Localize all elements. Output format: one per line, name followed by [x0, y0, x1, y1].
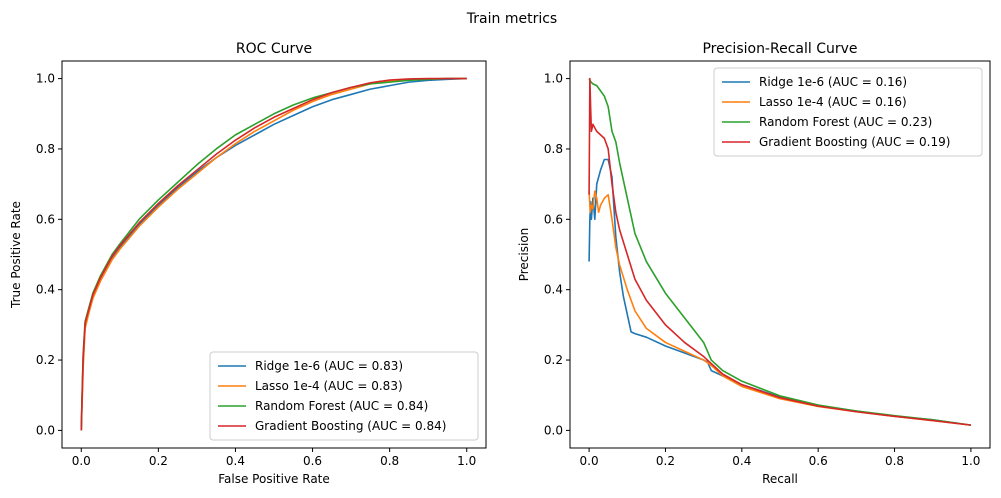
roc-series-line-3	[80, 77, 467, 431]
pr-xtick-label-2: 0.4	[732, 454, 751, 468]
roc-ylabel: True Positive Rate	[9, 201, 23, 309]
pr-xtick-label-4: 0.8	[885, 454, 904, 468]
roc-ytick-label-1: 0.2	[36, 353, 55, 367]
pr-legend-label-3: Gradient Boosting (AUC = 0.19)	[759, 135, 950, 149]
precision-recall-curve-panel: 0.0 0.2 0.4 0.6 0.8 1.0 0.0 0.2 0.4 0.6 0.8 1.0 Prec…	[517, 41, 991, 486]
pr-xtick-label-3: 0.6	[809, 454, 828, 468]
pr-ytick-label-2: 0.4	[544, 283, 563, 297]
roc-legend-label-0: Ridge 1e-6 (AUC = 0.83)	[255, 359, 403, 373]
pr-ytick-label-0: 0.0	[544, 423, 563, 437]
pr-xtick-label-5: 1.0	[961, 454, 980, 468]
roc-curve-panel: 0.0 0.2 0.4 0.6 0.8 1.0 0.0 0.2 0.4 0.6 0.8 1.0 ROC …	[9, 41, 487, 486]
pr-xlabel: Recall	[762, 472, 798, 486]
pr-ytick-label-5: 1.0	[544, 72, 563, 86]
roc-ytick-label-4: 0.8	[36, 142, 55, 156]
roc-xtick-label-4: 0.8	[380, 454, 399, 468]
roc-ytick-label-0: 0.0	[36, 423, 55, 437]
roc-ytick-label-2: 0.4	[36, 283, 55, 297]
roc-xtick-label-5: 1.0	[457, 454, 476, 468]
roc-ytick-label-5: 1.0	[36, 72, 55, 86]
roc-xtick-label-0: 0.0	[72, 454, 91, 468]
pr-ytick-label-4: 0.8	[544, 142, 563, 156]
pr-legend-label-2: Random Forest (AUC = 0.23)	[759, 115, 932, 129]
pr-title: Precision-Recall Curve	[702, 41, 857, 57]
roc-series-group	[80, 77, 467, 431]
pr-legend-box	[713, 67, 983, 157]
roc-xtick-label-2: 0.4	[226, 454, 245, 468]
pr-series-group	[588, 77, 972, 426]
pr-xtick-label-1: 0.2	[656, 454, 675, 468]
pr-series-line-2	[588, 78, 972, 426]
roc-title: ROC Curve	[236, 41, 312, 57]
roc-xtick-label-3: 0.6	[303, 454, 322, 468]
roc-ytick-label-3: 0.6	[36, 212, 55, 226]
pr-series-line-3	[588, 77, 972, 426]
pr-ytick-label-1: 0.2	[544, 353, 563, 367]
pr-legend-label-1: Lasso 1e-4 (AUC = 0.16)	[759, 95, 907, 109]
pr-legend-label-0: Ridge 1e-6 (AUC = 0.16)	[759, 75, 907, 89]
roc-xlabel: False Positive Rate	[218, 472, 330, 486]
roc-legend-box	[209, 351, 479, 441]
pr-ylabel: Precision	[517, 228, 531, 282]
figure-suptitle: Train metrics	[466, 11, 557, 27]
roc-legend-label-1: Lasso 1e-4 (AUC = 0.83)	[255, 379, 403, 393]
pr-xtick-label-0: 0.0	[580, 454, 599, 468]
roc-legend-label-2: Random Forest (AUC = 0.84)	[255, 399, 428, 413]
pr-ytick-label-3: 0.6	[544, 212, 563, 226]
roc-legend-label-3: Gradient Boosting (AUC = 0.84)	[255, 419, 446, 433]
roc-xtick-label-1: 0.2	[149, 454, 168, 468]
